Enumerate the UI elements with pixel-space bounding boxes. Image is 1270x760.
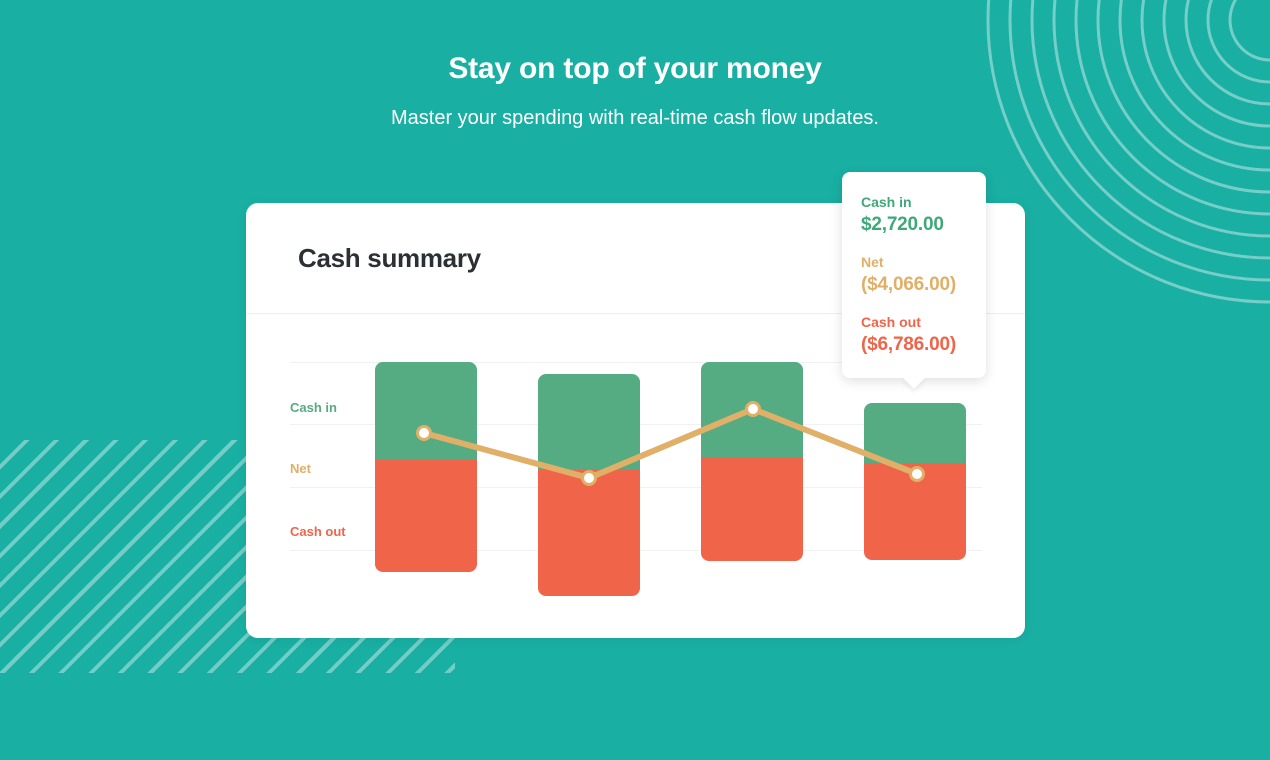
net-marker-2: [581, 470, 597, 486]
hero-title: Stay on top of your money: [448, 52, 822, 85]
tooltip-value-net: ($4,066.00): [861, 274, 956, 295]
bar-4-cash-in-segment: [864, 403, 966, 463]
tooltip-label-cash-in: Cash in: [861, 194, 912, 210]
card-divider: [246, 313, 1025, 314]
tooltip-label-net: Net: [861, 254, 884, 270]
net-line-markers: [416, 401, 925, 486]
bar-1-cash-out-segment: [375, 460, 477, 572]
axis-label-cash-in: Cash in: [290, 400, 337, 415]
net-line-series: [416, 401, 925, 486]
net-marker-1: [416, 425, 432, 441]
tooltip-label-cash-out: Cash out: [861, 314, 921, 330]
net-marker-4: [909, 466, 925, 482]
tooltip-row-cash-out: Cash out ($6,786.00): [861, 312, 986, 358]
gridline: [290, 362, 982, 363]
hero-subtitle: Master your spending with real-time cash…: [390, 107, 879, 129]
hero-section: Stay on top of your money Master your sp…: [0, 0, 1270, 130]
axis-label-cash-out: Cash out: [290, 524, 346, 539]
net-marker-3: [745, 401, 761, 417]
bar-3-cash-out-segment: [701, 457, 803, 561]
bar-2-cash-out-segment: [538, 470, 640, 596]
net-line-path: [421, 406, 920, 481]
tooltip-arrow-icon: [902, 377, 926, 389]
chart-tooltip: Cash in $2,720.00 Net ($4,066.00) Cash o…: [842, 172, 986, 389]
tooltip-row-net: Net ($4,066.00): [861, 252, 986, 298]
bar-1[interactable]: [375, 362, 477, 572]
axis-label-net: Net: [290, 461, 311, 476]
bar-2[interactable]: [538, 374, 640, 596]
bar-4[interactable]: [864, 403, 966, 560]
tooltip-value-cash-in: $2,720.00: [861, 214, 944, 235]
bar-2-cash-in-segment: [538, 374, 640, 470]
tooltip-row-cash-in: Cash in $2,720.00: [861, 192, 986, 238]
page-title: Cash summary: [298, 243, 481, 273]
cash-summary-chart: Cash in Net Cash out: [246, 203, 1025, 638]
tooltip-value-cash-out: ($6,786.00): [861, 334, 956, 355]
